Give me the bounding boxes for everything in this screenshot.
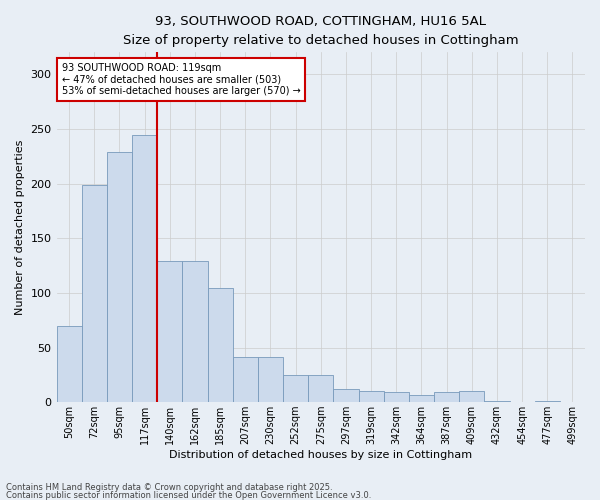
Title: 93, SOUTHWOOD ROAD, COTTINGHAM, HU16 5AL
Size of property relative to detached h: 93, SOUTHWOOD ROAD, COTTINGHAM, HU16 5AL… — [123, 15, 518, 47]
Bar — [182, 261, 208, 402]
Bar — [283, 375, 308, 402]
Bar — [308, 375, 334, 402]
Bar — [82, 184, 107, 402]
Bar — [359, 391, 383, 402]
Text: 93 SOUTHWOOD ROAD: 119sqm
← 47% of detached houses are smaller (503)
53% of semi: 93 SOUTHWOOD ROAD: 119sqm ← 47% of detac… — [62, 63, 301, 96]
Bar — [258, 358, 283, 402]
Bar — [132, 136, 157, 402]
Y-axis label: Number of detached properties: Number of detached properties — [15, 140, 25, 315]
Bar — [409, 394, 434, 402]
Text: Contains public sector information licensed under the Open Government Licence v3: Contains public sector information licen… — [6, 490, 371, 500]
Bar — [56, 326, 82, 402]
Bar — [208, 288, 233, 402]
Bar — [535, 401, 560, 402]
X-axis label: Distribution of detached houses by size in Cottingham: Distribution of detached houses by size … — [169, 450, 472, 460]
Bar — [334, 389, 359, 402]
Bar — [383, 392, 409, 402]
Bar — [459, 391, 484, 402]
Bar — [157, 261, 182, 402]
Bar — [434, 392, 459, 402]
Text: Contains HM Land Registry data © Crown copyright and database right 2025.: Contains HM Land Registry data © Crown c… — [6, 484, 332, 492]
Bar — [107, 152, 132, 402]
Bar — [484, 401, 509, 402]
Bar — [233, 358, 258, 402]
